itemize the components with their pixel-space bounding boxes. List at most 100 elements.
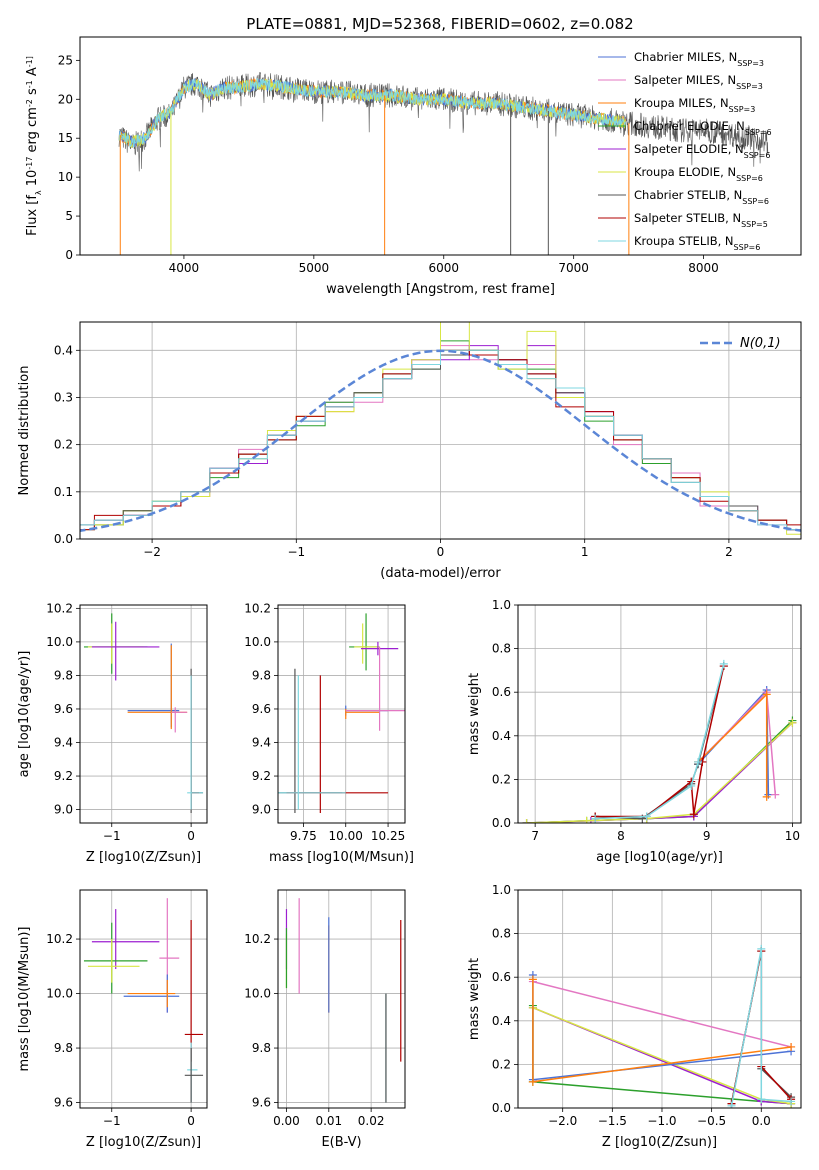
plot-area xyxy=(522,659,797,823)
axes-frame xyxy=(517,889,802,1109)
x-tick-label: −2 xyxy=(143,545,161,559)
spectrum-observed-line xyxy=(118,72,769,172)
y-tick-label: 9.0 xyxy=(54,803,73,817)
data-point xyxy=(787,1042,796,1051)
y-axis-label: Flux [fλ 10-17 erg cm-2 s-1 A-1] xyxy=(25,56,43,236)
series-salpeter-stelib xyxy=(591,662,728,821)
y-tick-label: 0.2 xyxy=(54,438,73,452)
y-tick-label: 15 xyxy=(58,131,73,145)
series-line xyxy=(532,980,792,1048)
legend-label-salpeter-elodie: Salpeter ELODIE, NSSP=6 xyxy=(634,142,770,160)
errorbar-kroupa-stelib xyxy=(187,675,204,810)
x-tick-label: 0 xyxy=(187,1114,195,1128)
x-tick-label: 7 xyxy=(531,829,539,843)
data-point xyxy=(764,790,773,799)
legend-label-kroupa-miles: Kroupa MILES, NSSP=3 xyxy=(634,96,755,114)
data-point xyxy=(762,792,771,801)
x-tick-label: 10 xyxy=(785,829,800,843)
y-tick-label: 10.0 xyxy=(244,987,271,1001)
x-tick-label: −1 xyxy=(103,829,121,843)
x-tick-label: 9.75 xyxy=(290,829,317,843)
y-tick-label: 10 xyxy=(58,170,73,184)
x-axis-label: Z [log10(Z/Zsun)] xyxy=(86,1135,201,1150)
plot-area xyxy=(80,322,801,535)
data-point xyxy=(727,1101,736,1108)
y-tick-label: 1.0 xyxy=(492,598,511,612)
y-tick-label: 25 xyxy=(58,53,73,67)
x-tick-label: 0 xyxy=(437,545,445,559)
legend-label-salpeter-miles: Salpeter MILES, NSSP=3 xyxy=(634,73,763,91)
y-tick-label: 0.2 xyxy=(492,1057,511,1071)
errorbar-chabrier-stelib xyxy=(190,668,204,813)
y-tick-label: 9.6 xyxy=(252,702,271,716)
legend-label-gaussian: N(0,1) xyxy=(740,336,781,351)
data-point xyxy=(522,819,531,823)
y-tick-label: 0 xyxy=(65,248,73,262)
y-tick-label: 5 xyxy=(65,209,73,223)
y-tick-label: 0.1 xyxy=(54,485,73,499)
y-tick-label: 0.6 xyxy=(492,970,511,984)
x-tick-label: 10.00 xyxy=(329,829,363,843)
x-tick-label: 0.01 xyxy=(315,1114,342,1128)
data-point xyxy=(762,690,771,699)
errorbar-kroupa-elodie xyxy=(87,939,140,983)
y-axis-label: age [log10(age/yr)] xyxy=(17,651,32,778)
residuals-legend: N(0,1) xyxy=(700,336,781,351)
y-axis-label: mass weight xyxy=(467,673,482,755)
x-axis-label: Z [log10(Z/Zsun)] xyxy=(86,850,201,865)
y-tick-label: 0.2 xyxy=(492,772,511,786)
y-axis-label: mass weight xyxy=(467,958,482,1040)
x-tick-label: 10.25 xyxy=(371,829,405,843)
plot-area xyxy=(83,613,204,813)
histogram-kroupa-stelib xyxy=(80,349,801,531)
x-tick-label: 0.02 xyxy=(358,1114,385,1128)
axes-frame xyxy=(277,604,406,824)
spectrum-model-line-kroupa-stelib xyxy=(118,78,626,148)
figure-title: PLATE=0881, MJD=52368, FIBERID=0602, z=0… xyxy=(246,15,633,33)
x-tick-label: −2.0 xyxy=(548,1114,577,1128)
x-tick-label: 6000 xyxy=(428,261,459,275)
errorbar-kroupa-stelib xyxy=(187,1042,198,1103)
panel-mass-weight-vs-metallicity: −2.0 −1.5 −1.0 −0.5 0.0 0.0 0.2 0.4 0.6 0.8 1.0 Z [… xyxy=(467,883,802,1150)
panel-mass-weight-vs-age: 7 8 9 10 0.0 0.2 0.4 0.6 0.8 1.0 age [log10(age/yr… xyxy=(467,598,802,865)
series-kroupa-elodie xyxy=(522,718,797,823)
data-point xyxy=(689,810,698,819)
legend-label-kroupa-elodie: Kroupa ELODIE, NSSP=6 xyxy=(634,165,763,183)
axes-frame-layer: −1 0 9.0 9.2 9.4 9.6 9.8 10.0 10.2 Z [log10(Z/Zsu… xyxy=(17,601,208,865)
y-tick-label: 9.4 xyxy=(252,736,271,750)
axes-frame-layer: −2 −1 0 1 2 0.0 0.1 0.2 0.3 0.4 (data-model)/error… xyxy=(17,321,802,581)
legend-label-chabrier-miles: Chabrier MILES, NSSP=3 xyxy=(634,50,764,68)
errorbar-salpeter-miles xyxy=(159,898,180,1013)
axes-frame xyxy=(79,36,802,256)
x-tick-label: 9 xyxy=(703,829,711,843)
data-point xyxy=(591,814,600,823)
y-tick-label: 10.0 xyxy=(244,635,271,649)
spectrum-legend: Chabrier MILES, NSSP=3 Salpeter MILES, NS… xyxy=(598,50,772,252)
x-tick-label: 0 xyxy=(187,829,195,843)
axes-frame-layer: 4000 5000 6000 7000 8000 0 5 10 15 20 25 wavelength… xyxy=(25,36,802,297)
y-tick-label: 9.6 xyxy=(252,1096,271,1110)
x-tick-label: −0.5 xyxy=(697,1114,726,1128)
data-point xyxy=(582,816,591,823)
data-point xyxy=(771,790,780,799)
plots-layer: 4000 5000 6000 7000 80000510152025wavelength… xyxy=(17,36,802,1150)
axes-frame xyxy=(277,889,406,1109)
series-line xyxy=(697,692,768,797)
plot-area xyxy=(285,898,402,1103)
y-tick-label: 9.6 xyxy=(54,1096,73,1110)
data-point xyxy=(642,812,651,821)
data-point xyxy=(528,975,537,984)
y-tick-label: 10.0 xyxy=(46,987,73,1001)
y-tick-label: 9.2 xyxy=(252,769,271,783)
panel-mass-vs-metallicity: −1 0 9.6 9.8 10.0 10.2 Z [log10(Z/Zsun)] mass [… xyxy=(17,889,208,1150)
series-line xyxy=(730,948,792,1106)
axes-frame xyxy=(79,604,208,824)
y-tick-label: 9.6 xyxy=(54,702,73,716)
axes-frame-layer: 9.75 10.00 10.25 9.0 9.2 9.4 9.6 9.8 10.0 10.2 mas… xyxy=(244,601,414,865)
x-axis-label: wavelength [Angstrom, rest frame] xyxy=(326,282,555,297)
data-point xyxy=(757,944,766,953)
x-tick-label: −1 xyxy=(287,545,305,559)
x-tick-label: −1 xyxy=(103,1114,121,1128)
y-tick-label: 9.8 xyxy=(54,668,73,682)
